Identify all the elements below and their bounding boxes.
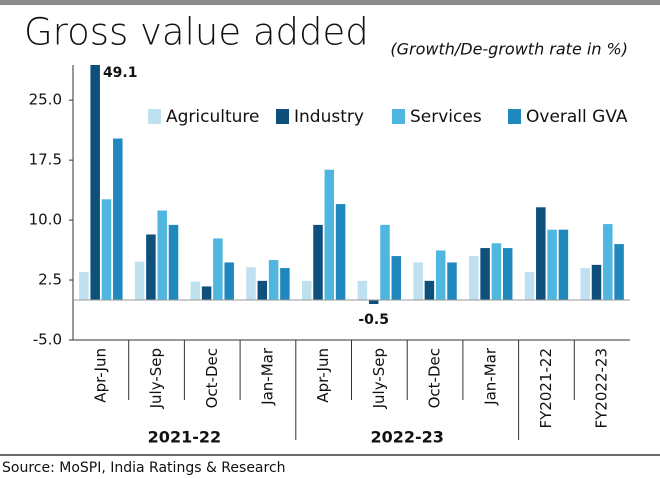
chart-title: Gross value added <box>24 11 369 54</box>
x-tick-label: Apr-Jun <box>314 348 332 403</box>
chart-subtitle: (Growth/De-growth rate in %) <box>390 40 628 59</box>
bar <box>368 300 379 305</box>
bar <box>301 280 312 301</box>
x-tick-label: FY2022-23 <box>593 348 611 428</box>
bar <box>79 272 89 301</box>
bar <box>146 234 156 301</box>
bar <box>524 272 535 301</box>
year-label: 2022-23 <box>370 428 443 447</box>
bar <box>413 262 423 301</box>
bar <box>536 207 546 301</box>
x-tick-label: July-Sep <box>370 348 388 409</box>
bar <box>603 224 613 301</box>
bar <box>90 65 100 301</box>
x-tick-label: Apr-Jun <box>91 348 109 403</box>
legend-label: Services <box>410 107 482 127</box>
y-tick-label: 10.0 <box>29 211 62 229</box>
bar <box>480 248 490 301</box>
bar <box>201 286 212 301</box>
value-label: 49.1 <box>103 65 138 81</box>
bar <box>157 210 167 301</box>
legend-label: Industry <box>294 107 364 127</box>
legend-swatch <box>276 109 289 124</box>
bar <box>335 204 346 301</box>
bar <box>268 260 279 301</box>
bar <box>324 169 335 301</box>
bar <box>134 261 145 301</box>
bar <box>280 268 290 301</box>
legend-swatch <box>392 109 405 124</box>
value-label: -0.5 <box>358 312 389 328</box>
y-tick-label: 25.0 <box>29 91 62 109</box>
bar <box>502 248 513 301</box>
bar <box>391 256 402 301</box>
bar <box>113 138 123 301</box>
legend-swatch <box>508 109 521 124</box>
bar <box>558 229 569 301</box>
legend-label: Agriculture <box>166 107 260 127</box>
bar <box>614 244 624 301</box>
bar <box>580 268 590 301</box>
bar <box>213 238 223 301</box>
bar <box>591 264 602 301</box>
bar <box>424 280 435 301</box>
bar <box>257 280 268 301</box>
x-tick-label: July-Sep <box>147 348 165 409</box>
bar <box>547 229 557 301</box>
plot-area <box>79 65 624 305</box>
bar <box>101 199 112 301</box>
year-label: 2021-22 <box>148 428 221 447</box>
y-tick-label: -5.0 <box>33 331 62 349</box>
top-strip <box>0 0 660 5</box>
x-tick-label: Jan-Mar <box>481 347 499 406</box>
bar <box>168 224 179 301</box>
bar <box>313 224 323 301</box>
x-tick-label: Oct-Dec <box>426 348 444 408</box>
source: Source: MoSPI, India Ratings & Research <box>2 460 286 476</box>
legend-label: Overall GVA <box>526 107 628 127</box>
x-tick-label: Jan-Mar <box>258 347 276 406</box>
bar <box>224 262 234 301</box>
x-tick-label: FY2021-22 <box>537 348 555 428</box>
x-tick-label: Oct-Dec <box>203 348 221 408</box>
bar <box>380 224 390 301</box>
bar <box>447 262 457 301</box>
bar <box>357 280 368 301</box>
bar <box>435 250 446 301</box>
y-tick-label: 2.5 <box>38 271 62 289</box>
y-tick-label: 17.5 <box>29 151 62 169</box>
bar <box>469 256 479 301</box>
bar <box>246 267 256 301</box>
bar <box>491 243 502 301</box>
legend-swatch <box>148 109 161 124</box>
bar <box>190 281 201 301</box>
